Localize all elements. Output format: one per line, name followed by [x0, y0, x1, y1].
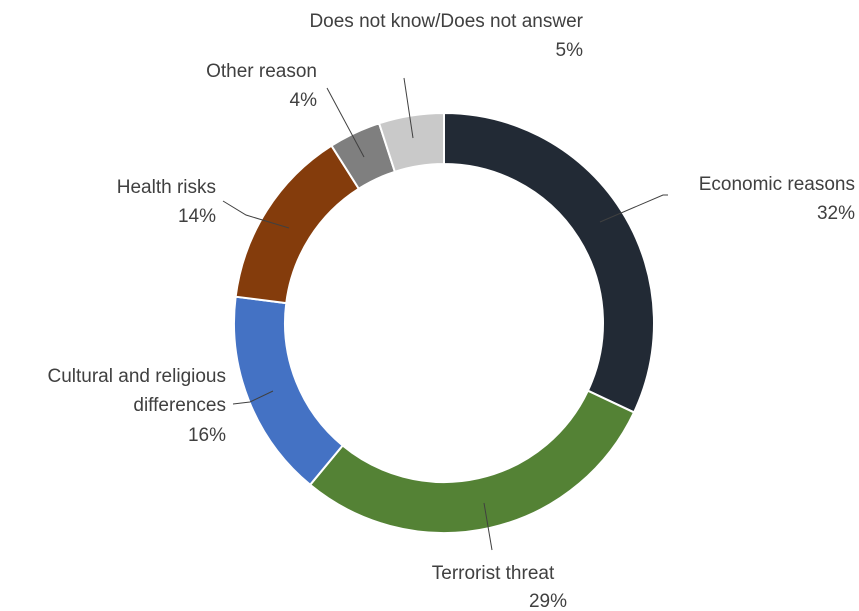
leader-line-terrorist	[483, 502, 493, 551]
leader-lines	[222, 77, 668, 551]
label-economic-name: Economic reasons	[699, 174, 855, 195]
slice-labels: Economic reasons 32% Terrorist threat 29…	[48, 11, 856, 611]
label-terrorist-value: 29%	[529, 591, 567, 611]
slice-dontknow	[377, 111, 445, 174]
label-dontknow-value: 5%	[556, 40, 584, 61]
leader-line-dontknow	[403, 77, 414, 139]
label-economic-value: 32%	[817, 203, 855, 224]
leader-line-economic	[599, 194, 668, 223]
label-cultural-name-line2: differences	[133, 395, 226, 416]
slice-economic	[443, 111, 655, 414]
label-health-name: Health risks	[117, 177, 216, 198]
leader-line-cultural	[232, 390, 274, 405]
slice-cultural	[233, 295, 345, 487]
label-cultural-name-line1: Cultural and religious	[48, 366, 227, 387]
label-other-name: Other reason	[206, 61, 317, 82]
label-terrorist-name: Terrorist threat	[432, 563, 555, 584]
leader-line-health	[222, 200, 290, 229]
label-health-value: 14%	[178, 206, 216, 227]
leader-line-other	[326, 87, 365, 158]
donut-slices	[233, 111, 655, 534]
label-dontknow-name: Does not know/Does not answer	[309, 11, 583, 32]
slice-terrorist	[308, 389, 636, 534]
label-cultural-value: 16%	[188, 425, 226, 446]
label-other-value: 4%	[290, 90, 318, 111]
slice-health	[234, 144, 361, 305]
